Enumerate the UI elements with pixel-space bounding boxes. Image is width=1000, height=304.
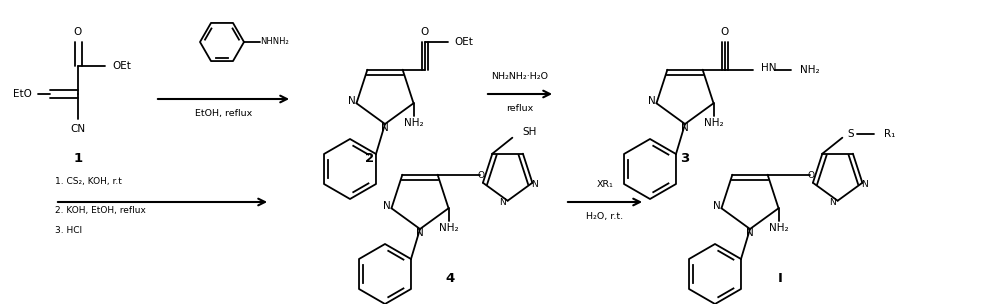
Text: N: N (861, 180, 868, 189)
Text: O: O (477, 171, 484, 180)
Text: N: N (383, 201, 390, 211)
Text: N: N (713, 201, 720, 211)
Text: N: N (746, 228, 754, 238)
Text: H₂O, r.t.: H₂O, r.t. (586, 212, 624, 221)
Text: NH₂: NH₂ (704, 118, 723, 128)
Text: N: N (829, 198, 836, 207)
Text: N: N (499, 198, 506, 207)
Text: O: O (721, 27, 729, 37)
Text: N: N (416, 228, 424, 238)
Text: 1: 1 (73, 153, 83, 165)
Text: XR₁: XR₁ (597, 180, 613, 189)
Text: N: N (381, 123, 389, 133)
Text: O: O (807, 171, 814, 180)
Text: O: O (421, 27, 429, 37)
Text: HN: HN (761, 63, 776, 73)
Text: EtO: EtO (13, 89, 32, 99)
Text: 3. HCl: 3. HCl (55, 226, 82, 235)
Text: I: I (778, 272, 782, 285)
Text: reflux: reflux (506, 104, 534, 113)
Text: NH₂: NH₂ (769, 223, 788, 233)
Text: S: S (847, 129, 854, 139)
Text: N: N (348, 96, 355, 106)
Text: O: O (74, 27, 82, 37)
Text: 1. CS₂, KOH, r.t: 1. CS₂, KOH, r.t (55, 177, 122, 186)
Text: N: N (531, 180, 538, 189)
Text: 3: 3 (680, 153, 690, 165)
Text: NH₂: NH₂ (800, 65, 819, 75)
Text: 4: 4 (445, 272, 455, 285)
Text: OEt: OEt (455, 37, 474, 47)
Text: N: N (681, 123, 689, 133)
Text: NH₂: NH₂ (404, 118, 423, 128)
Text: R₁: R₁ (884, 129, 896, 139)
Text: 2. KOH, EtOH, reflux: 2. KOH, EtOH, reflux (55, 206, 146, 215)
Text: NH₂: NH₂ (439, 223, 458, 233)
Text: EtOH, reflux: EtOH, reflux (195, 109, 252, 118)
Text: 2: 2 (365, 153, 375, 165)
Text: NH₂NH₂·H₂O: NH₂NH₂·H₂O (491, 72, 548, 81)
Text: CN: CN (70, 124, 86, 134)
Text: NHNH₂: NHNH₂ (260, 37, 289, 47)
Text: SH: SH (522, 127, 537, 137)
Text: OEt: OEt (112, 61, 131, 71)
Text: N: N (648, 96, 655, 106)
